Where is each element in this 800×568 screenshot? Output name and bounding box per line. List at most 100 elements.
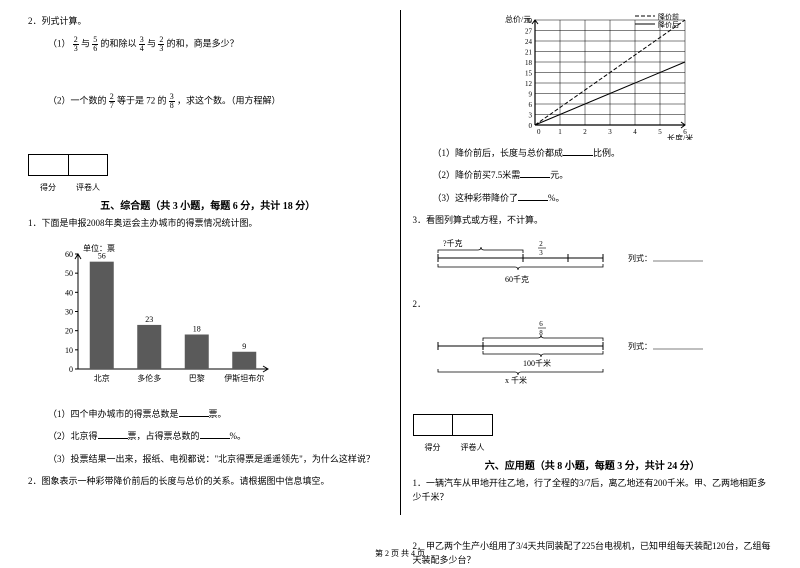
frac-1: 23 (73, 36, 79, 53)
q6-1: 1．一辆汽车从甲地开往乙地，行了全程的3/7后，离乙地还有200千米。甲、乙两地… (413, 476, 773, 505)
svg-text:巴黎: 巴黎 (189, 373, 205, 383)
score-cell-3 (414, 415, 454, 435)
diagram-2: 6 8 100千米 x 千米 列式： (423, 319, 773, 386)
yu2: 与 (147, 39, 156, 49)
q2-2-c: ，求这个数。（用方程解） (177, 96, 281, 106)
r3a: （3）这种彩带降价了 (433, 193, 519, 203)
r3: （3）这种彩带降价了 %。 (433, 191, 773, 205)
svg-text:50: 50 (65, 269, 73, 278)
q5-1-2c: %。 (230, 431, 247, 441)
svg-text:20: 20 (65, 326, 73, 335)
score-cell-1 (29, 155, 69, 175)
svg-text:4: 4 (634, 128, 638, 136)
frac-5: 27 (109, 93, 115, 110)
blank-1 (179, 407, 209, 417)
svg-text:1: 1 (559, 128, 563, 136)
score-a: 得分 (28, 182, 68, 193)
q5-1-1: （1）四个申办城市的得票总数是 票。 (48, 407, 388, 421)
right-column: 1234560369121518212427300总价/元长度/米降价前降价后 … (405, 10, 781, 515)
q5-1-3: （3）投票结果一出来，报纸、电视都说："北京得票是遥遥领先"，为什么这样说？ (48, 452, 388, 466)
r1b: 比例。 (593, 148, 620, 158)
q2-1-c: 的和，商是多少？ (167, 39, 239, 49)
score-b: 评卷人 (68, 182, 108, 193)
svg-text:12: 12 (525, 80, 533, 88)
score-box-2 (413, 414, 493, 436)
q5-1-1-text: （1）四个申办城市的得票总数是 (48, 409, 179, 419)
svg-text:降价后: 降价后 (658, 20, 679, 29)
svg-text:北京: 北京 (94, 373, 110, 383)
r1: （1）降价前后，长度与总价都成比例。 (433, 146, 773, 160)
svg-text:长度/米: 长度/米 (667, 133, 693, 140)
section-6-title: 六、应用题（共 8 小题，每题 3 分，共计 24 分） (413, 457, 773, 472)
q2-2-a: （2）一个数的 (48, 96, 107, 106)
score-labels: 得分 评卷人 (28, 182, 108, 193)
blank-r3 (518, 191, 548, 201)
svg-text:60: 60 (65, 250, 73, 259)
q5-1-2b: 票，占得票总数的 (128, 431, 200, 441)
r2: （2）降价前买7.5米需元。 (433, 168, 773, 182)
score-cell-4 (453, 415, 492, 435)
d2-bottom: x 千米 (505, 375, 527, 384)
bar-chart-svg: 单位：票010203040506056北京23多伦多18巴黎9伊斯坦布尔 (48, 239, 278, 399)
svg-text:21: 21 (525, 49, 533, 57)
q5-1-2: （2）北京得 票，占得票总数的 %。 (48, 429, 388, 443)
d2-mid: 100千米 (523, 358, 551, 368)
svg-text:总价/元: 总价/元 (505, 14, 531, 24)
svg-text:0: 0 (529, 122, 533, 130)
svg-text:9: 9 (242, 342, 246, 351)
frac-6: 38 (169, 93, 175, 110)
q5-1-2a: （2）北京得 (48, 431, 98, 441)
svg-text:10: 10 (65, 346, 73, 355)
svg-text:0: 0 (537, 128, 541, 136)
diagram-1: ?千克 60千克 2 3 列式： (423, 236, 773, 293)
frac-3: 34 (139, 36, 145, 53)
q2-2-b: 等于是 72 的 (117, 96, 167, 106)
left-column: 2．列式计算。 （1） 23 与 56 的和除以 34 与 23 的和，商是多少… (20, 10, 396, 515)
d1-eq: 列式： (628, 253, 652, 263)
svg-text:3: 3 (529, 112, 533, 120)
blank-r1 (563, 146, 593, 156)
q3: 3．看图列算式或方程，不计算。 (413, 213, 773, 227)
svg-text:9: 9 (529, 91, 533, 99)
score-box (28, 154, 108, 176)
svg-text:伊斯坦布尔: 伊斯坦布尔 (224, 373, 264, 383)
svg-text:6: 6 (529, 101, 533, 109)
svg-text:多伦多: 多伦多 (137, 373, 161, 383)
frac-4: 23 (158, 36, 164, 53)
section-5-title: 五、综合题（共 3 小题，每题 6 分，共计 18 分） (28, 197, 388, 212)
page-container: 2．列式计算。 （1） 23 与 56 的和除以 34 与 23 的和，商是多少… (0, 0, 800, 540)
svg-text:6: 6 (539, 320, 543, 328)
svg-text:23: 23 (145, 315, 153, 324)
score-labels-2: 得分 评卷人 (413, 442, 493, 453)
line-chart-wrap: 1234560369121518212427300总价/元长度/米降价前降价后 (413, 10, 773, 142)
q2-1: （1） 23 与 56 的和除以 34 与 23 的和，商是多少？ (48, 36, 388, 53)
score-b2: 评卷人 (453, 442, 493, 453)
svg-text:3: 3 (609, 128, 613, 136)
blank-r2 (520, 168, 550, 178)
q5-1: 1．下面是申报2008年奥运会主办城市的得票情况统计图。 (28, 216, 388, 230)
svg-text:5: 5 (659, 128, 663, 136)
svg-text:15: 15 (525, 70, 533, 78)
r2b: 元。 (550, 170, 568, 180)
yu1: 与 (81, 39, 90, 49)
svg-text:27: 27 (525, 28, 533, 36)
column-divider (400, 10, 401, 515)
svg-text:30: 30 (65, 307, 73, 316)
svg-text:24: 24 (525, 38, 533, 46)
diagram-1-svg: ?千克 60千克 2 3 列式： (423, 236, 703, 291)
blank-3 (200, 429, 230, 439)
line-chart-svg: 1234560369121518212427300总价/元长度/米降价前降价后 (477, 10, 707, 140)
blank-2 (98, 429, 128, 439)
q2-title: 2．列式计算。 (28, 14, 388, 28)
diagram-2-svg: 6 8 100千米 x 千米 列式： (423, 319, 703, 384)
q5-1-1b: 票。 (209, 409, 227, 419)
d2-num: 2． (413, 297, 773, 311)
d2-eq: 列式： (628, 341, 652, 351)
svg-text:56: 56 (98, 251, 106, 260)
svg-text:40: 40 (65, 288, 73, 297)
q2-1-b: 的和除以 (101, 39, 137, 49)
svg-text:0: 0 (69, 365, 73, 374)
frac-2: 56 (92, 36, 98, 53)
page-footer: 第 2 页 共 4 页 (0, 548, 800, 559)
r3b: %。 (548, 193, 565, 203)
